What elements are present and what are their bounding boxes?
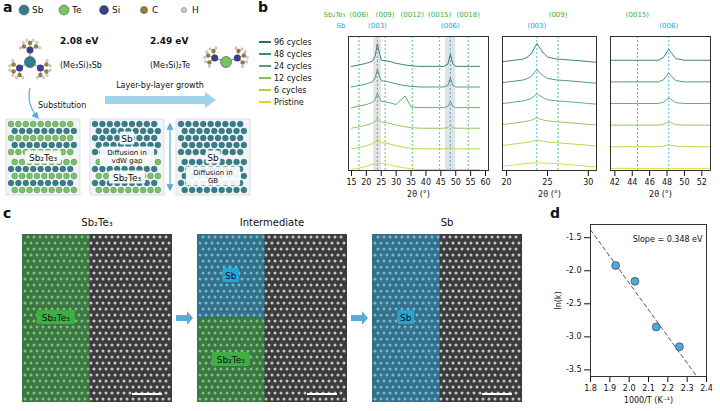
svg-text:52: 52 bbox=[697, 178, 707, 187]
svg-text:Sb₂Te₃: Sb₂Te₃ bbox=[217, 355, 246, 365]
svg-text:Sb₂Te₃: Sb₂Te₃ bbox=[42, 313, 71, 323]
svg-text:1000/T (K⁻¹): 1000/T (K⁻¹) bbox=[624, 396, 673, 405]
svg-text:20: 20 bbox=[361, 178, 371, 187]
svg-text:-3.5: -3.5 bbox=[566, 365, 582, 374]
svg-text:42: 42 bbox=[610, 178, 620, 187]
svg-text:Diffusion in: Diffusion in bbox=[193, 169, 233, 177]
svg-text:1.9: 1.9 bbox=[603, 384, 616, 393]
svg-text:48: 48 bbox=[662, 178, 672, 187]
svg-text:Sb₂Te₃: Sb₂Te₃ bbox=[29, 153, 58, 163]
svg-text:(009): (009) bbox=[376, 11, 395, 19]
svg-text:-2.5: -2.5 bbox=[566, 299, 582, 308]
svg-text:44: 44 bbox=[627, 178, 637, 187]
svg-text:35: 35 bbox=[406, 178, 416, 187]
svg-text:60: 60 bbox=[480, 178, 490, 187]
svg-text:-2.0: -2.0 bbox=[566, 266, 582, 275]
svg-text:2θ (°): 2θ (°) bbox=[649, 190, 672, 199]
html-text:c: c bbox=[3, 205, 12, 221]
svg-text:ln(k): ln(k) bbox=[554, 291, 563, 309]
svg-text:20: 20 bbox=[501, 178, 511, 187]
svg-text:Sb: Sb bbox=[225, 271, 237, 281]
svg-text:Substitution: Substitution bbox=[38, 101, 86, 110]
svg-text:(Me₃Si)₃Sb: (Me₃Si)₃Sb bbox=[60, 61, 102, 70]
svg-text:H: H bbox=[192, 5, 199, 15]
html-text:a: a bbox=[3, 0, 13, 15]
svg-text:C: C bbox=[152, 5, 158, 15]
svg-text:25: 25 bbox=[542, 178, 552, 187]
svg-text:2θ (°): 2θ (°) bbox=[407, 190, 430, 199]
svg-text:(0015): (0015) bbox=[626, 11, 650, 19]
svg-text:40: 40 bbox=[421, 178, 431, 187]
svg-text:Sb: Sb bbox=[337, 22, 346, 30]
svg-text:15: 15 bbox=[346, 178, 356, 187]
svg-text:2θ (°): 2θ (°) bbox=[538, 190, 561, 199]
svg-text:2.49 eV: 2.49 eV bbox=[150, 36, 188, 46]
svg-text:Sb: Sb bbox=[207, 153, 219, 163]
svg-text:Slope = 0.348 eV: Slope = 0.348 eV bbox=[633, 235, 703, 244]
svg-text:50: 50 bbox=[451, 178, 461, 187]
svg-text:Sb₂Te₃: Sb₂Te₃ bbox=[81, 217, 112, 228]
html-text:48 cycles: 48 cycles bbox=[274, 49, 312, 59]
svg-text:Sb₂Te₃: Sb₂Te₃ bbox=[113, 173, 142, 183]
svg-text:vdW gap: vdW gap bbox=[112, 157, 143, 165]
svg-text:(0012): (0012) bbox=[401, 11, 425, 19]
svg-text:(006): (006) bbox=[350, 11, 369, 19]
svg-text:25: 25 bbox=[376, 178, 386, 187]
svg-text:GB: GB bbox=[208, 177, 218, 185]
svg-text:Sb: Sb bbox=[32, 5, 44, 15]
svg-text:30: 30 bbox=[583, 178, 593, 187]
svg-text:Layer-by-layer growth: Layer-by-layer growth bbox=[116, 81, 204, 90]
html-text:Pristine: Pristine bbox=[274, 97, 304, 107]
svg-text:2.3: 2.3 bbox=[681, 384, 694, 393]
svg-text:(003): (003) bbox=[527, 22, 546, 30]
svg-text:Si: Si bbox=[112, 5, 120, 15]
svg-text:Sb: Sb bbox=[400, 313, 412, 323]
svg-text:2.4: 2.4 bbox=[700, 384, 713, 393]
html-text:12 cycles: 12 cycles bbox=[274, 73, 312, 83]
svg-text:-3.0: -3.0 bbox=[566, 332, 582, 341]
svg-text:Sb: Sb bbox=[441, 217, 454, 228]
svg-text:(006): (006) bbox=[659, 22, 678, 30]
svg-text:(003): (003) bbox=[368, 22, 387, 30]
svg-text:Sb: Sb bbox=[121, 134, 133, 144]
html-text:d: d bbox=[550, 205, 560, 221]
svg-text:-1.5: -1.5 bbox=[566, 233, 582, 242]
svg-text:2.1: 2.1 bbox=[642, 384, 655, 393]
svg-text:Sb₂Te₃: Sb₂Te₃ bbox=[324, 11, 346, 19]
html-text:96 cycles: 96 cycles bbox=[274, 37, 312, 47]
svg-text:2.0: 2.0 bbox=[623, 384, 636, 393]
svg-text:(0015): (0015) bbox=[428, 11, 452, 19]
html-text:24 cycles: 24 cycles bbox=[274, 61, 312, 71]
svg-text:Intermediate: Intermediate bbox=[240, 217, 305, 228]
svg-text:(Me₃Si)₂Te: (Me₃Si)₂Te bbox=[150, 61, 190, 70]
html-text:6 cycles: 6 cycles bbox=[274, 85, 307, 95]
svg-text:50: 50 bbox=[679, 178, 689, 187]
svg-text:55: 55 bbox=[466, 178, 476, 187]
svg-text:2.08 eV: 2.08 eV bbox=[60, 36, 98, 46]
svg-text:Te: Te bbox=[71, 5, 82, 15]
svg-text:2.2: 2.2 bbox=[661, 384, 674, 393]
svg-text:30: 30 bbox=[391, 178, 401, 187]
html-text:b: b bbox=[258, 0, 268, 15]
svg-text:(006): (006) bbox=[441, 22, 460, 30]
svg-text:(009): (009) bbox=[549, 11, 568, 19]
svg-text:46: 46 bbox=[645, 178, 655, 187]
svg-text:Diffusion in: Diffusion in bbox=[107, 149, 147, 157]
svg-text:(0018): (0018) bbox=[457, 11, 481, 19]
svg-text:45: 45 bbox=[436, 178, 446, 187]
svg-text:1.8: 1.8 bbox=[584, 384, 597, 393]
